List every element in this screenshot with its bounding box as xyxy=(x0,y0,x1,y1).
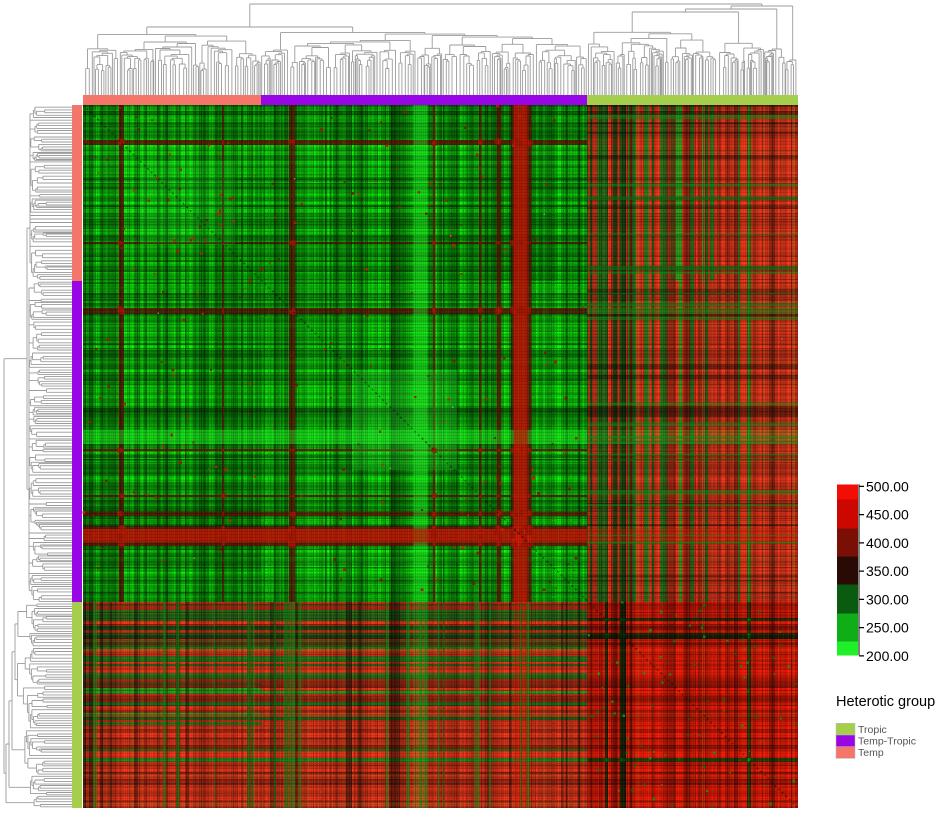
svg-text:500.00: 500.00 xyxy=(866,478,909,494)
svg-text:300.00: 300.00 xyxy=(866,591,909,607)
svg-text:350.00: 350.00 xyxy=(866,563,909,579)
svg-text:Heterotic group: Heterotic group xyxy=(836,694,935,710)
svg-text:Temp: Temp xyxy=(858,747,884,759)
svg-text:400.00: 400.00 xyxy=(866,535,909,551)
svg-text:Temp-Tropic: Temp-Tropic xyxy=(858,736,916,748)
svg-text:200.00: 200.00 xyxy=(866,648,909,664)
svg-text:450.00: 450.00 xyxy=(866,507,909,523)
svg-text:Tropic: Tropic xyxy=(858,724,887,736)
svg-text:250.00: 250.00 xyxy=(866,620,909,636)
